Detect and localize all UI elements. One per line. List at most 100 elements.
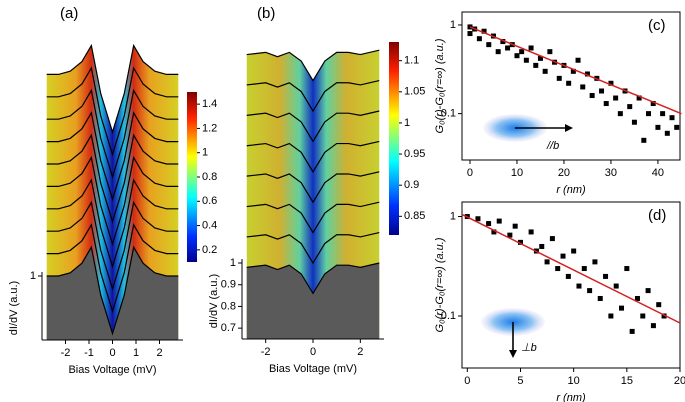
colorbar-tick-label: 1 <box>202 147 208 159</box>
data-point <box>549 236 555 242</box>
data-point <box>664 130 670 136</box>
data-point <box>674 124 680 130</box>
y-axis-label: dI/dV (a.u.) <box>208 274 220 328</box>
colorbar-tick-label: 0.9 <box>404 179 419 191</box>
data-point <box>486 42 492 48</box>
y-tick-label: 0.1 <box>441 310 456 322</box>
y-tick-label: 0.8 <box>221 300 236 312</box>
data-point <box>481 28 487 34</box>
inset-annotation: ⊥b <box>521 342 537 354</box>
data-point <box>570 68 576 74</box>
data-point <box>608 80 614 86</box>
data-point <box>507 232 513 238</box>
data-point <box>599 88 605 94</box>
colorbar-tick-label: 0.2 <box>202 244 217 256</box>
colorbar-tick-label: 1.1 <box>404 55 419 67</box>
y-axis-label: G₀(r)-G₀(r=∞) (a.u.) <box>434 38 446 133</box>
plot-frame <box>461 201 681 369</box>
data-point <box>542 68 548 74</box>
x-tick-label: 2 <box>357 346 363 358</box>
data-point <box>528 45 534 51</box>
colorbar-tick-label: 0.85 <box>404 210 425 222</box>
spectrum-line <box>246 171 380 204</box>
spectrum-line <box>46 155 179 247</box>
spectrum-line <box>246 201 380 234</box>
x-tick-label: 0 <box>467 167 473 179</box>
x-tick-label: 20 <box>674 375 685 387</box>
data-point <box>476 36 482 42</box>
x-tick-label: -2 <box>261 346 271 358</box>
data-point <box>624 266 630 272</box>
y-tick-label: 0.7 <box>221 322 236 334</box>
y-tick-label: 1 <box>450 210 456 222</box>
spectrum-line <box>46 223 179 314</box>
data-point <box>566 80 572 86</box>
data-point <box>669 115 675 121</box>
data-point <box>646 111 652 117</box>
colorbar-tick-label: 1.05 <box>404 86 425 98</box>
fit-line <box>461 213 681 324</box>
data-point <box>641 137 647 143</box>
y-tick-label: 0.1 <box>441 108 456 120</box>
panel-label: (b) <box>257 5 275 22</box>
x-tick-label: 0 <box>109 347 115 359</box>
data-point <box>576 283 582 289</box>
data-point <box>603 101 609 107</box>
spectrum-line <box>46 200 179 291</box>
plot-frame <box>461 11 681 161</box>
data-point <box>617 111 623 117</box>
x-tick-label: 5 <box>517 375 523 387</box>
spectrum-line <box>46 88 179 179</box>
data-point <box>547 49 553 55</box>
panel-label: (d) <box>648 207 666 224</box>
data-point <box>486 221 492 227</box>
spectrum-line <box>46 43 179 135</box>
colorbar-tick-label: 1.4 <box>202 98 217 110</box>
data-point <box>584 71 590 77</box>
data-point <box>656 302 662 308</box>
data-point <box>505 45 511 51</box>
data-point <box>613 95 619 101</box>
spectrum-line <box>46 111 179 202</box>
panel-label: (a) <box>60 5 78 22</box>
spectrum-line <box>46 66 179 157</box>
x-tick-label: 40 <box>652 167 664 179</box>
x-tick-label: -2 <box>61 347 71 359</box>
data-point <box>597 295 603 301</box>
spectrum-line <box>246 80 380 113</box>
data-point <box>619 305 625 311</box>
spectrum-line <box>246 262 380 295</box>
y-tick-label: 1 <box>450 19 456 31</box>
spectrum-line <box>46 133 179 224</box>
data-point <box>539 243 545 249</box>
x-tick-label: 20 <box>558 167 570 179</box>
data-point <box>528 229 534 235</box>
data-point <box>519 49 525 55</box>
data-point <box>533 62 539 68</box>
baseline-fill <box>46 247 179 340</box>
colorbar-tick-label: 1 <box>404 117 410 129</box>
baseline-fill <box>246 263 380 339</box>
data-point <box>580 84 586 90</box>
data-point <box>537 55 543 61</box>
fit-line <box>469 26 682 115</box>
data-point <box>495 49 501 55</box>
data-point <box>608 313 614 319</box>
data-point <box>650 323 656 329</box>
spectrum-line <box>46 245 179 336</box>
data-point <box>556 75 562 81</box>
spectrum-line <box>246 232 380 265</box>
data-point <box>629 328 635 334</box>
data-point <box>613 283 619 289</box>
data-point <box>589 93 595 99</box>
data-point <box>655 124 661 130</box>
data-point <box>565 273 571 279</box>
x-tick-label: 0 <box>464 375 470 387</box>
x-axis-label: r (nm) <box>556 184 586 196</box>
data-point <box>661 313 667 319</box>
data-point <box>592 259 598 265</box>
data-point <box>660 111 666 117</box>
y-tick-label: 1 <box>230 257 236 269</box>
data-point <box>571 248 577 254</box>
